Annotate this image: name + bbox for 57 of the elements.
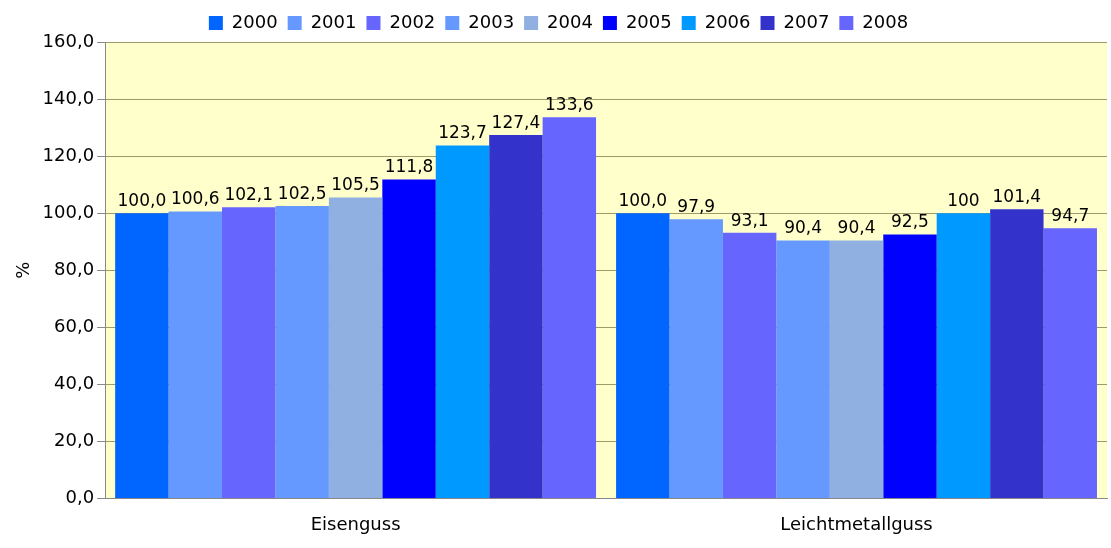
data-label: 127,4 [491,111,541,132]
bar [222,207,276,498]
bar [616,213,670,498]
data-label: 97,9 [677,196,716,217]
bar [275,206,329,498]
bar [936,213,991,498]
bar [776,240,830,498]
data-label: 100 [947,190,980,211]
y-tick-label: 40,0 [54,371,95,393]
bar [669,219,723,498]
y-tick-label: 140,0 [42,86,95,108]
y-tick-label: 0,0 [65,486,95,508]
data-label: 102,5 [277,182,327,203]
data-label: 102,1 [224,184,274,205]
bar [489,134,543,498]
x-tick-label: Leichtmetallguss [780,512,933,534]
legend-label: 2008 [862,10,909,32]
bar [1043,228,1097,498]
data-label: 94,7 [1051,205,1090,226]
y-tick-label: 120,0 [42,143,95,165]
bar [722,232,777,498]
legend-label: 2007 [783,10,830,32]
x-tick-label: Eisenguss [310,512,401,534]
bar [990,209,1044,498]
bar [168,211,223,498]
data-label: 111,8 [384,156,434,177]
data-label: 100,0 [117,190,167,211]
bar [829,240,884,498]
bar [883,234,937,498]
data-label: 90,4 [784,217,823,238]
legend-label: 2006 [704,10,751,32]
data-label: 133,6 [544,94,594,115]
y-tick-label: 160,0 [42,29,95,51]
data-label: 93,1 [730,209,769,230]
y-tick-label: 100,0 [42,200,95,222]
bar [328,197,383,498]
data-label: 123,7 [438,122,487,143]
y-axis-title: % [12,261,34,279]
data-label: 101,4 [992,186,1042,207]
bar [435,145,490,498]
bar [542,117,597,498]
legend-label: 2001 [310,10,357,32]
bar [115,213,169,498]
y-tick-label: 60,0 [54,314,95,336]
data-label: 105,5 [331,174,380,195]
legend-label: 2003 [468,10,515,32]
bar [382,179,436,498]
data-label: 100,6 [170,188,220,209]
data-label: 90,4 [837,217,876,238]
legend-label: 2000 [231,10,278,32]
data-label: 92,5 [891,211,929,232]
y-tick-label: 20,0 [54,429,95,451]
legend-label: 2002 [389,10,436,32]
legend-label: 2005 [625,10,672,32]
y-tick-label: 80,0 [54,257,95,279]
legend-label: 2004 [547,10,593,32]
data-label: 100,0 [618,190,668,211]
